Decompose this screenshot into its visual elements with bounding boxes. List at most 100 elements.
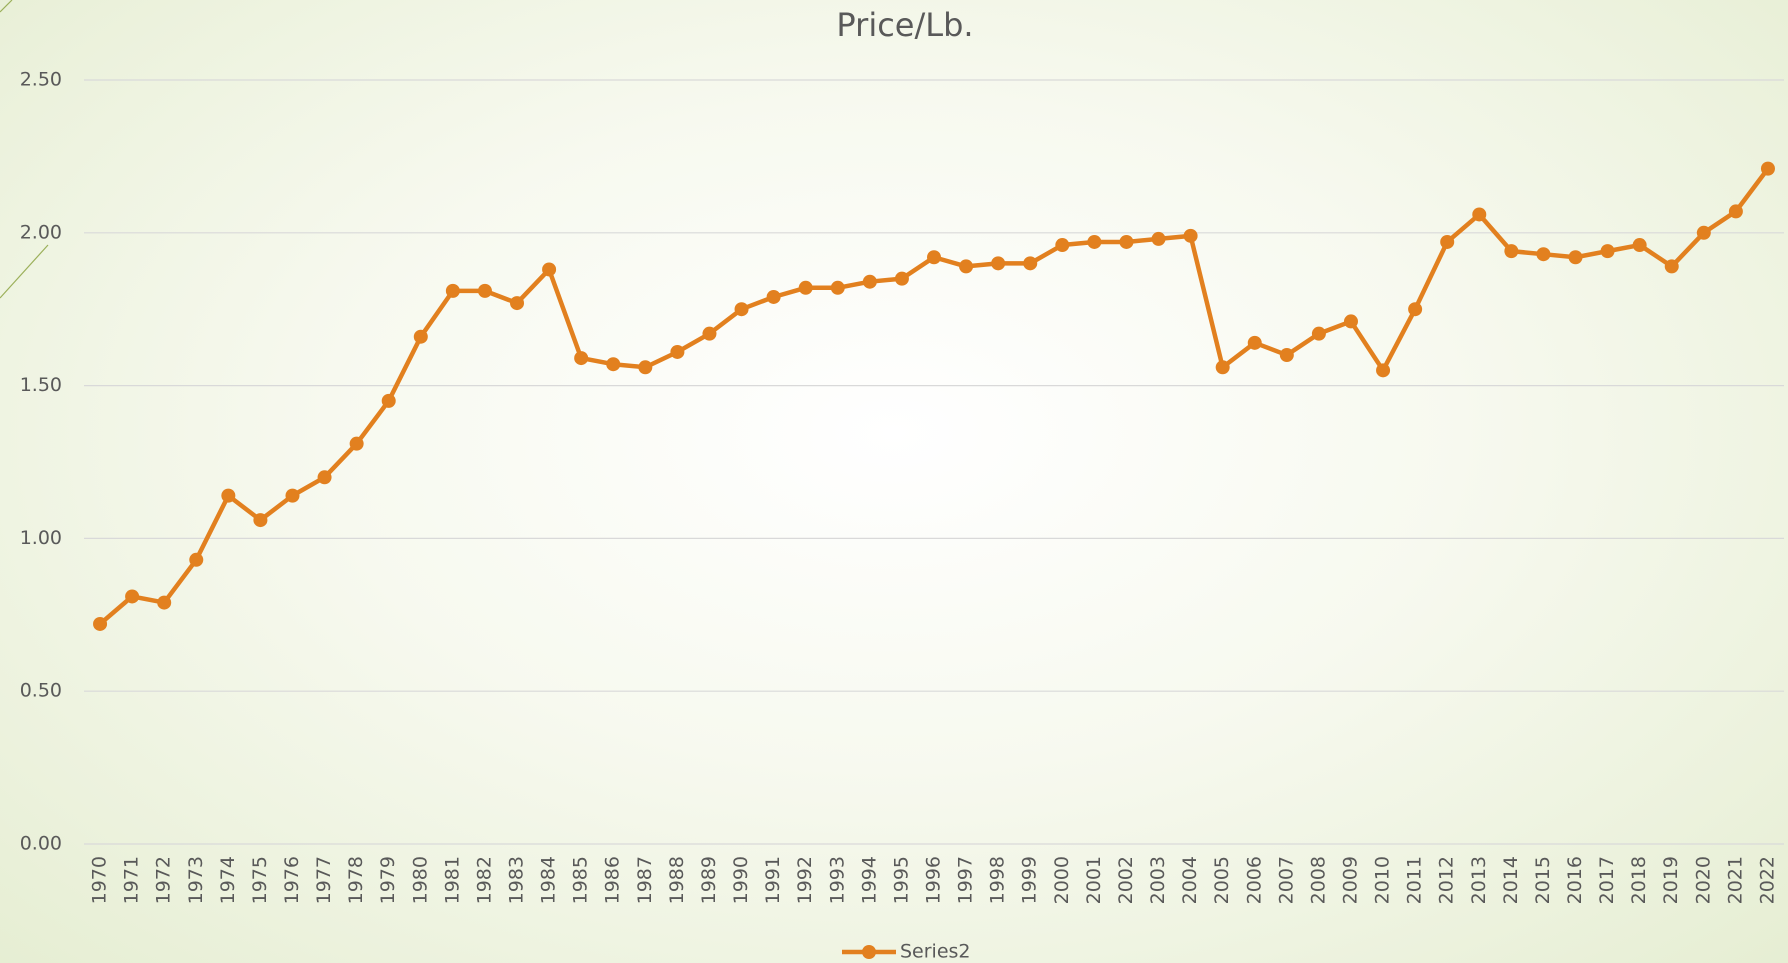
x-tick-label: 2010	[1372, 856, 1394, 904]
legend-marker	[862, 945, 876, 959]
x-tick-label: 2009	[1339, 856, 1361, 904]
data-point	[1440, 234, 1455, 249]
x-tick-label: 1980	[409, 856, 431, 904]
x-tick-label: 2011	[1404, 856, 1426, 904]
series-line	[98, 167, 1770, 626]
x-tick-label: 1991	[762, 856, 784, 904]
x-tick-label: 1997	[955, 856, 977, 904]
data-point	[734, 302, 749, 317]
data-point	[894, 271, 909, 286]
x-tick-label: 2014	[1500, 856, 1522, 904]
x-tick-label: 1992	[794, 856, 816, 904]
data-point	[1696, 225, 1711, 240]
x-tick-label: 2021	[1724, 856, 1746, 904]
data-point	[1119, 234, 1134, 249]
data-point	[1728, 204, 1743, 219]
y-tick-label: 0.00	[20, 833, 62, 855]
data-point	[381, 393, 396, 408]
x-tick-label: 1979	[377, 856, 399, 904]
data-point	[445, 283, 460, 298]
x-tick-label: 1993	[826, 856, 848, 904]
data-point	[1376, 363, 1391, 378]
data-point	[670, 344, 685, 359]
x-tick-label: 1988	[666, 856, 688, 904]
x-tick-label: 1996	[923, 856, 945, 904]
x-tick-label: 1983	[506, 856, 528, 904]
data-point	[317, 470, 332, 485]
data-point	[1504, 244, 1519, 259]
x-tick-label: 1987	[634, 856, 656, 904]
data-point	[1343, 314, 1358, 329]
data-point	[1087, 234, 1102, 249]
x-tick-label: 2008	[1307, 856, 1329, 904]
x-tick-label: 2022	[1756, 856, 1778, 904]
y-tick-label: 2.00	[20, 221, 62, 243]
data-point	[1664, 259, 1679, 274]
data-point	[1632, 238, 1647, 253]
data-point	[1760, 161, 1775, 176]
x-tick-label: 1982	[473, 856, 495, 904]
y-tick-label: 1.00	[20, 527, 62, 549]
data-point	[221, 488, 236, 503]
data-point	[1055, 238, 1070, 253]
data-point	[542, 262, 557, 277]
y-tick-label: 2.50	[20, 69, 62, 91]
x-tick-label: 2007	[1275, 856, 1297, 904]
x-tick-label: 1998	[987, 856, 1009, 904]
data-point	[606, 357, 621, 372]
data-point	[991, 256, 1006, 271]
x-tick-label: 2013	[1468, 856, 1490, 904]
x-tick-label: 1976	[281, 856, 303, 904]
data-point	[413, 329, 428, 344]
decor-line	[0, 244, 49, 299]
x-tick-label: 2015	[1532, 856, 1554, 904]
x-tick-label: 1986	[602, 856, 624, 904]
data-point	[125, 589, 140, 604]
x-tick-label: 1995	[890, 856, 912, 904]
decor-line	[0, 0, 13, 13]
x-tick-label: 2006	[1243, 856, 1265, 904]
data-point	[1536, 247, 1551, 262]
x-tick-label: 2020	[1692, 856, 1714, 904]
data-point	[189, 552, 204, 567]
x-tick-label: 1975	[249, 856, 271, 904]
x-tick-label: 2004	[1179, 856, 1201, 904]
data-point	[157, 595, 172, 610]
x-tick-label: 1978	[345, 856, 367, 904]
x-tick-label: 2019	[1660, 856, 1682, 904]
x-tick-label: 2000	[1051, 856, 1073, 904]
data-point	[798, 280, 813, 295]
data-point	[285, 488, 300, 503]
data-point	[510, 296, 525, 311]
data-point	[349, 436, 364, 451]
x-tick-label: 2005	[1211, 856, 1233, 904]
x-tick-label: 1981	[441, 856, 463, 904]
x-tick-label: 1994	[858, 856, 880, 904]
x-tick-label: 2002	[1115, 856, 1137, 904]
data-point	[93, 616, 108, 631]
x-tick-label: 1973	[185, 856, 207, 904]
x-tick-label: 2017	[1596, 856, 1618, 904]
x-tick-label: 1970	[89, 856, 111, 904]
legend-label: Series2	[900, 941, 971, 963]
data-point	[830, 280, 845, 295]
data-point	[1247, 335, 1262, 350]
x-tick-label: 1984	[538, 856, 560, 904]
data-point	[1279, 348, 1294, 363]
data-point	[574, 351, 589, 366]
x-tick-label: 2001	[1083, 856, 1105, 904]
x-tick-label: 1999	[1019, 856, 1041, 904]
data-point	[253, 513, 268, 528]
x-tick-label: 1990	[730, 856, 752, 904]
data-point	[1600, 244, 1615, 259]
x-tick-label: 1977	[313, 856, 335, 904]
data-point	[862, 274, 877, 289]
data-point	[959, 259, 974, 274]
data-point	[1408, 302, 1423, 317]
x-tick-label: 1972	[153, 856, 175, 904]
x-tick-label: 1989	[698, 856, 720, 904]
data-point	[477, 283, 492, 298]
data-point	[1215, 360, 1230, 375]
